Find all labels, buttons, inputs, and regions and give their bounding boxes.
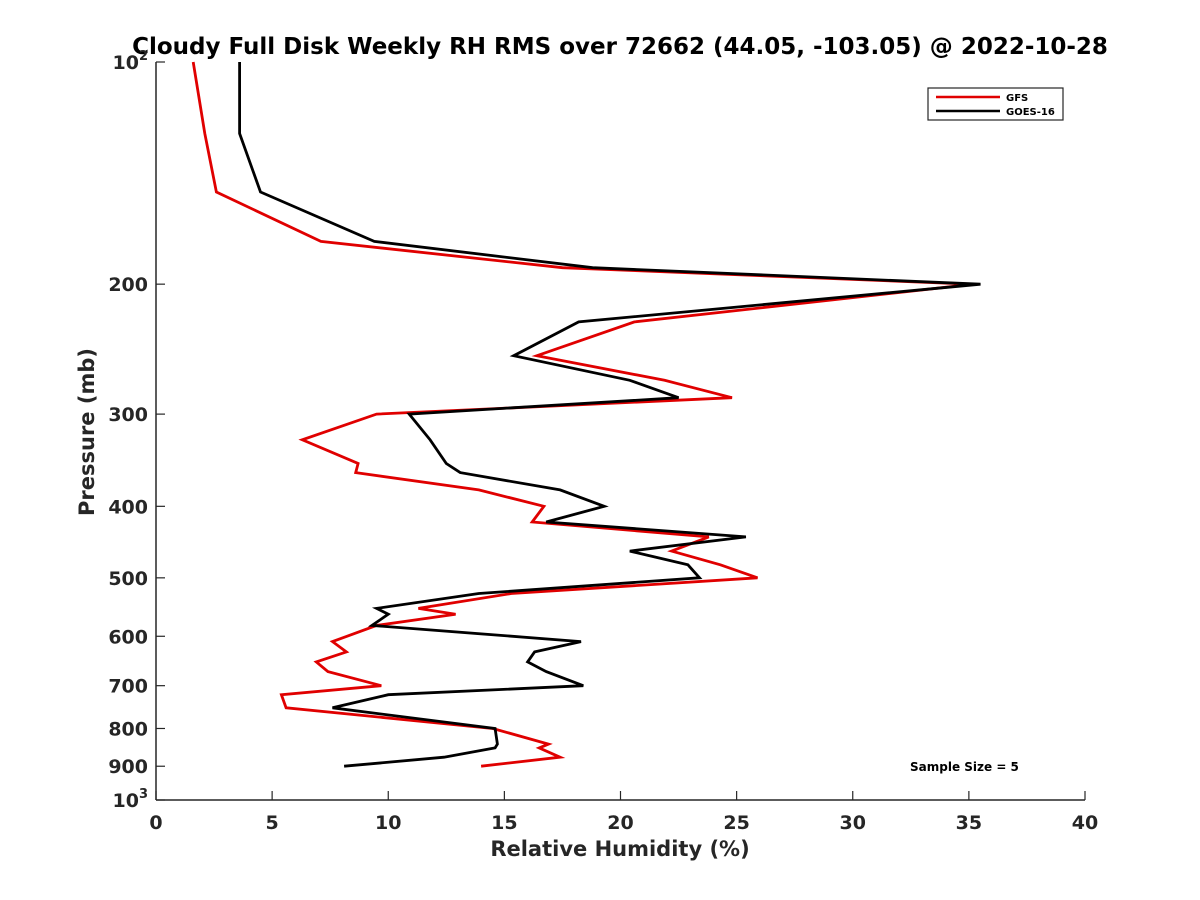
- x-tick-label: 5: [266, 812, 279, 834]
- y-tick-label: 600: [108, 626, 148, 648]
- x-axis-label: Relative Humidity (%): [490, 837, 749, 861]
- series-line-gfs: [191, 61, 974, 768]
- x-tick-label: 20: [607, 812, 633, 834]
- y-tick-label: 500: [108, 568, 148, 590]
- series-lines: [191, 61, 981, 768]
- x-tick-label: 10: [375, 812, 401, 834]
- y-tick-label: 800: [108, 718, 148, 740]
- x-tick-label: 15: [491, 812, 517, 834]
- sample-size-annotation: Sample Size = 5: [910, 760, 1019, 774]
- x-tick-label: 30: [840, 812, 866, 834]
- y-axis-label: Pressure (mb): [75, 348, 99, 516]
- y-tick-label: 300: [108, 404, 148, 426]
- legend-goes16-label: GOES-16: [1006, 107, 1055, 118]
- y-ticks: 102 200 300 400 500 600 700 800 900 103: [108, 49, 165, 812]
- x-tick-label: 35: [956, 812, 982, 834]
- y-tick-label: 700: [108, 676, 148, 698]
- y-tick-label: 103: [113, 787, 149, 812]
- x-tick-label: 25: [723, 812, 749, 834]
- series-line-goes16: [238, 62, 981, 768]
- legend-box: [927, 87, 1064, 121]
- x-tick-label: 40: [1072, 812, 1098, 834]
- plot-area: 0 5 10 15 20 25 30 35 40 102 200 300 400 500 600 700 80…: [108, 49, 1098, 834]
- x-ticks: 0 5 10 15 20 25 30 35 40: [149, 791, 1098, 834]
- x-tick-label: 0: [149, 812, 162, 834]
- legend: GFS GOES-16: [927, 87, 1064, 121]
- y-tick-label: 400: [108, 496, 148, 518]
- y-tick-label: 102: [113, 49, 149, 74]
- y-tick-label: 900: [108, 756, 148, 778]
- y-tick-label: 200: [108, 274, 148, 296]
- legend-gfs-label: GFS: [1006, 93, 1028, 104]
- chart-title: Cloudy Full Disk Weekly RH RMS over 7266…: [132, 34, 1108, 60]
